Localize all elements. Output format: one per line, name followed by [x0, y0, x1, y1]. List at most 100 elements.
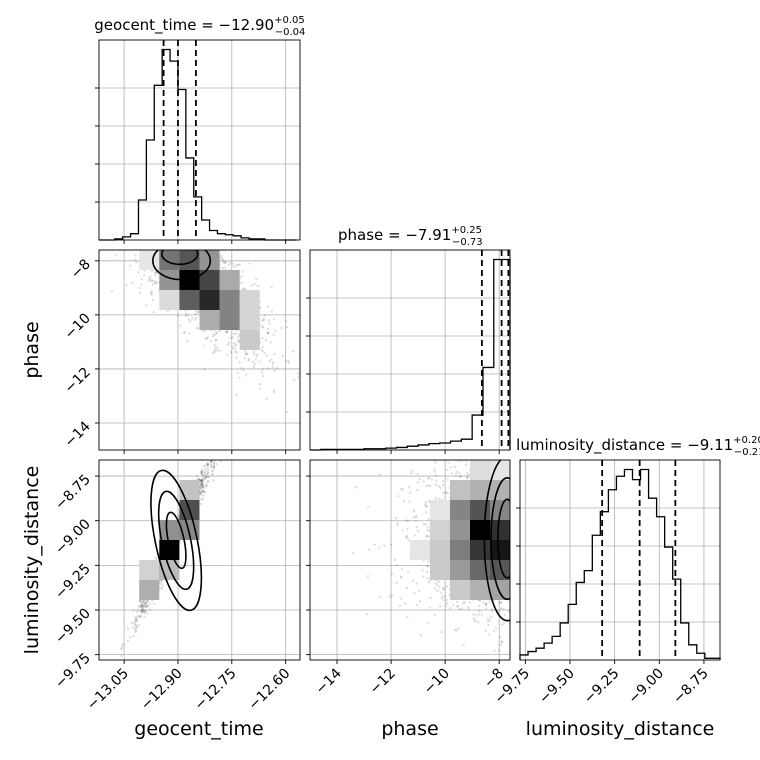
sample-point [426, 477, 430, 480]
sample-point [201, 473, 205, 477]
sample-point [416, 481, 419, 484]
sample-point [211, 351, 215, 354]
sample-point [160, 582, 163, 586]
sample-point [446, 478, 449, 481]
density-cell [179, 290, 200, 310]
sample-point [139, 605, 143, 608]
sample-point [241, 275, 244, 278]
sample-point [204, 464, 208, 467]
title-minus-luminosity_distance: −0.21 [734, 447, 760, 458]
hist-bar-phase-10 [418, 445, 429, 450]
density-cell [199, 310, 220, 330]
sample-point [247, 359, 250, 362]
sample-point [200, 472, 203, 475]
sample-point [411, 469, 414, 472]
sample-point [219, 254, 223, 257]
sample-point [403, 602, 407, 605]
sample-point [222, 266, 226, 270]
sample-point [500, 640, 503, 643]
sample-point [478, 599, 481, 602]
sample-point [430, 478, 433, 481]
hist-bar-luminosity_distance-17 [657, 517, 665, 660]
sample-point [490, 608, 494, 611]
sample-point [129, 244, 131, 246]
sample-point [240, 281, 244, 285]
sample-point [366, 575, 370, 578]
sample-point [148, 278, 152, 281]
sample-point [140, 610, 144, 614]
sample-point [196, 310, 199, 313]
sample-point [493, 649, 496, 652]
sample-point [408, 491, 412, 494]
sample-point [415, 582, 419, 585]
sample-point [402, 500, 406, 503]
sample-point [476, 621, 480, 624]
sample-point [142, 273, 146, 277]
sample-point [141, 610, 144, 613]
sample-point [499, 643, 502, 647]
sample-point [444, 491, 448, 494]
sample-point [143, 601, 147, 605]
density-cell [450, 580, 470, 600]
sample-point [203, 329, 207, 333]
panel-title-phase: phase = −7.91+0.25 [338, 225, 482, 244]
sample-point [486, 620, 490, 623]
sample-point [188, 245, 190, 247]
sample-point [507, 609, 510, 613]
sample-point [201, 497, 204, 500]
density-cell [159, 250, 180, 270]
title-value-geocent_time: geocent_time = −12.90 [94, 16, 274, 35]
hist-bar-geocent_time-13 [202, 220, 210, 240]
sample-point [209, 457, 211, 459]
sample-point [435, 583, 439, 586]
sample-point [226, 354, 229, 357]
sample-point [140, 600, 143, 603]
sample-point [183, 330, 186, 334]
sample-point [141, 599, 145, 603]
sample-point [442, 587, 445, 591]
hist-bar-geocent_time-5 [138, 200, 146, 240]
sample-point [212, 455, 214, 457]
sample-point [378, 595, 381, 598]
xtick-label-luminosity_distance-3: −9.00 [625, 666, 667, 708]
panel-frame-diag-geocent_time [98, 39, 301, 241]
sample-point [425, 504, 428, 507]
sample-point [140, 603, 144, 606]
sample-point [453, 465, 457, 469]
sample-point [215, 349, 219, 352]
sample-point [244, 373, 248, 377]
hist-bar-luminosity_distance-21 [689, 645, 697, 660]
sample-point [231, 346, 235, 349]
sample-point [198, 483, 202, 486]
sample-point [157, 236, 159, 238]
hist-bar-luminosity_distance-3 [544, 643, 552, 660]
sample-point [258, 383, 261, 386]
sample-point [433, 470, 436, 473]
sample-point [120, 644, 124, 648]
sample-point [457, 460, 461, 463]
sample-point [456, 600, 459, 604]
sample-point [425, 510, 428, 514]
density-cell [430, 500, 450, 520]
sample-point [206, 466, 209, 470]
sample-point [121, 642, 125, 646]
sample-point [227, 263, 231, 266]
sample-point [468, 442, 470, 444]
density-cell [450, 500, 470, 520]
density-cell [159, 520, 180, 540]
sample-point [184, 314, 188, 318]
sample-point [404, 535, 408, 539]
sample-point [201, 483, 204, 486]
sample-point [141, 607, 144, 610]
sample-point [205, 482, 208, 485]
sample-point [421, 575, 425, 578]
title-value-phase: phase = −7.91 [338, 226, 451, 244]
panel-frame-luminosity_distance-vs-phase [309, 459, 511, 661]
sample-point [236, 371, 240, 375]
hist-bar-luminosity_distance-11 [608, 490, 616, 660]
sample-point [474, 451, 476, 453]
sample-point [199, 487, 203, 491]
sample-point [133, 620, 137, 624]
sample-point [426, 565, 429, 568]
sample-point [494, 446, 496, 448]
